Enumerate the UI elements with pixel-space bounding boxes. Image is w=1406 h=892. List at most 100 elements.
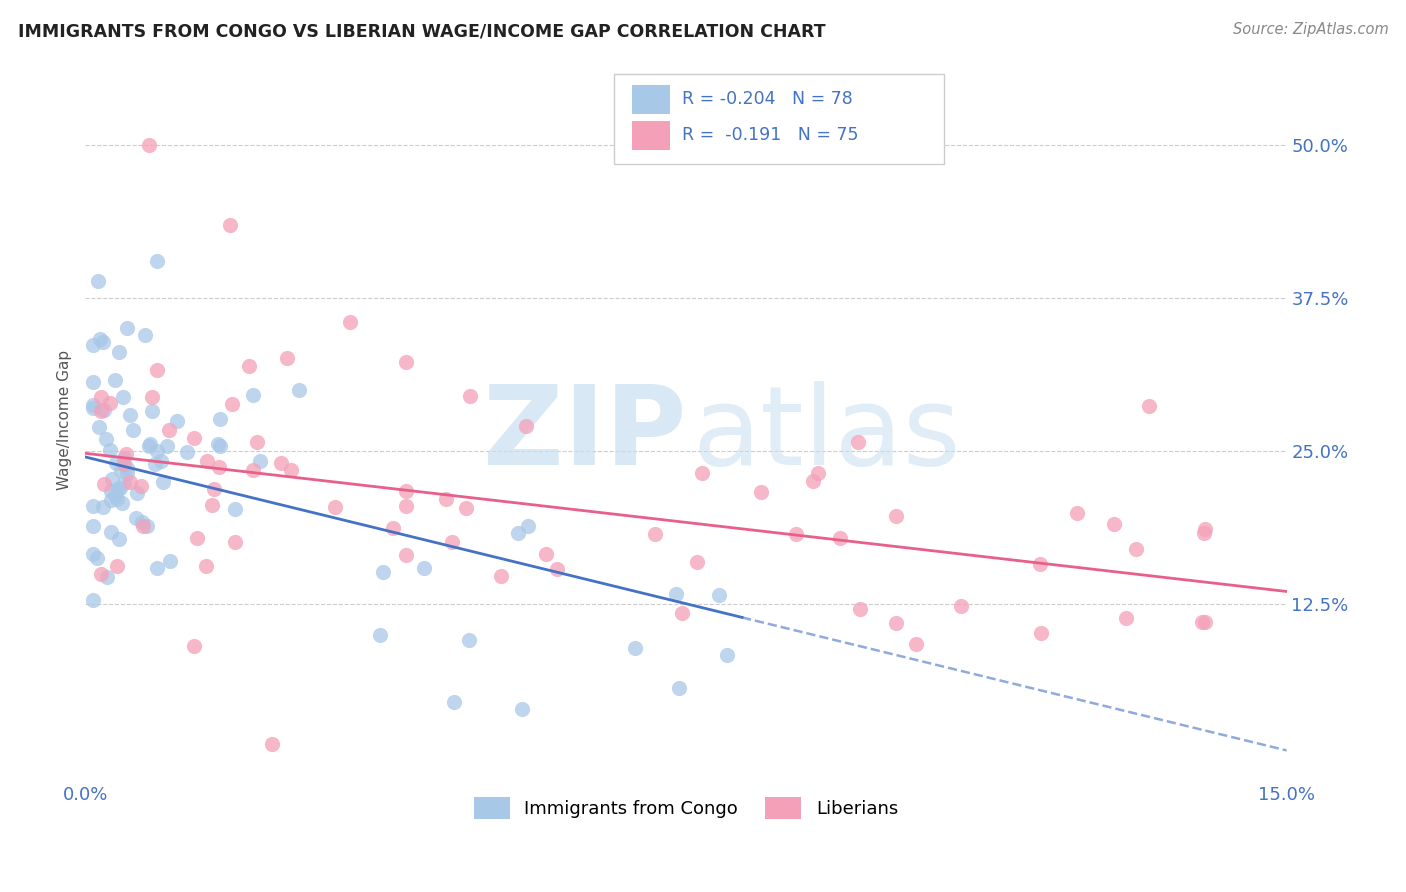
Point — [224, 502, 246, 516]
Point — [707, 588, 730, 602]
Point — [270, 456, 292, 470]
Point — [100, 396, 122, 410]
Point — [100, 492, 122, 507]
Point — [156, 439, 179, 453]
Point — [209, 412, 232, 426]
Point — [323, 500, 346, 515]
Point — [516, 518, 538, 533]
Point — [665, 587, 688, 601]
Point — [395, 484, 418, 499]
Point — [183, 639, 205, 653]
Point — [146, 254, 169, 268]
Point — [118, 408, 141, 422]
Point — [105, 559, 128, 574]
Point — [139, 437, 162, 451]
Y-axis label: Wage/Income Gap: Wage/Income Gap — [58, 351, 72, 491]
Point — [87, 273, 110, 287]
Point — [339, 316, 361, 330]
Point — [280, 462, 302, 476]
Point — [371, 565, 394, 579]
Point — [242, 463, 264, 477]
Text: R = -0.204   N = 78: R = -0.204 N = 78 — [682, 90, 853, 108]
Point — [146, 362, 169, 376]
Point — [886, 615, 908, 630]
Point — [1194, 522, 1216, 536]
Point — [93, 402, 115, 417]
Point — [145, 443, 167, 458]
Point — [1125, 542, 1147, 557]
Point — [242, 388, 264, 402]
Point — [202, 482, 225, 496]
Point — [118, 475, 141, 489]
Point — [134, 328, 156, 343]
Point — [262, 737, 284, 751]
Point — [849, 602, 872, 616]
Point — [93, 500, 115, 514]
Point — [143, 457, 166, 471]
Point — [440, 534, 463, 549]
Point — [112, 458, 135, 472]
Point — [546, 562, 568, 576]
Point — [846, 434, 869, 449]
Point — [93, 476, 115, 491]
Point — [90, 404, 112, 418]
Point — [122, 423, 145, 437]
Point — [534, 547, 557, 561]
Point — [157, 423, 180, 437]
Point — [238, 359, 260, 374]
Point — [1102, 517, 1125, 532]
Point — [644, 526, 666, 541]
Point — [395, 548, 418, 562]
Legend: Immigrants from Congo, Liberians: Immigrants from Congo, Liberians — [467, 789, 905, 826]
Point — [207, 437, 229, 451]
Point — [218, 218, 240, 232]
Point — [90, 390, 112, 404]
Point — [141, 404, 163, 418]
Point — [82, 376, 104, 390]
Point — [107, 482, 129, 496]
Point — [671, 606, 693, 620]
Point — [105, 456, 128, 470]
Point — [82, 398, 104, 412]
Point — [195, 453, 218, 467]
Point — [1066, 506, 1088, 520]
Point — [828, 531, 851, 545]
Point — [87, 420, 110, 434]
Point — [458, 389, 481, 403]
Point — [443, 695, 465, 709]
Point — [200, 498, 222, 512]
Point — [491, 569, 513, 583]
Point — [668, 681, 690, 695]
Point — [152, 475, 174, 489]
Point — [395, 355, 418, 369]
Point — [132, 519, 155, 533]
Point — [82, 499, 104, 513]
Point — [112, 390, 135, 404]
Point — [108, 532, 131, 546]
Point — [112, 450, 135, 465]
Point — [1192, 526, 1215, 541]
Point — [125, 486, 148, 500]
Point — [1298, 576, 1320, 591]
Point — [100, 524, 122, 539]
Point — [150, 454, 173, 468]
Point — [125, 511, 148, 525]
Point — [112, 476, 135, 491]
Point — [100, 483, 122, 498]
Point — [1194, 615, 1216, 629]
Point — [110, 463, 132, 477]
Point — [454, 500, 477, 515]
Point — [91, 334, 114, 349]
Point — [96, 570, 118, 584]
Point — [89, 332, 111, 346]
Point — [208, 439, 231, 453]
Point — [136, 518, 159, 533]
Point — [288, 383, 311, 397]
Point — [1191, 615, 1213, 629]
Point — [115, 466, 138, 480]
Point — [368, 628, 391, 642]
Point — [801, 474, 824, 488]
Point — [186, 531, 208, 545]
Point — [690, 467, 713, 481]
Text: ZIP: ZIP — [482, 381, 686, 488]
